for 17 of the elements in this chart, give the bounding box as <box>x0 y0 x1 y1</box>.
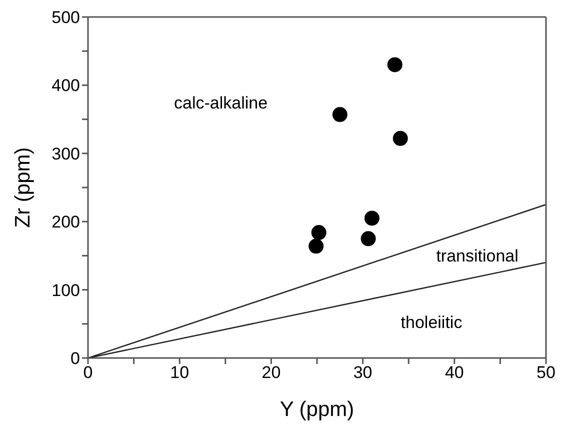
x-tick-label: 50 <box>536 363 556 382</box>
y-tick-label: 500 <box>52 8 80 28</box>
x-tick-label: 40 <box>444 363 464 382</box>
x-tick-label: 20 <box>262 363 281 382</box>
y-tick-label: 100 <box>52 280 80 300</box>
x-axis-title: Y (ppm) <box>280 398 354 421</box>
y-tick-label: 400 <box>52 76 80 96</box>
annotation: tholeiitic <box>400 312 463 332</box>
y-tick-label: 300 <box>52 144 80 164</box>
x-tick-label: 0 <box>83 363 93 382</box>
y-axis-title: Zr (ppm) <box>11 147 34 228</box>
y-tick-label: 200 <box>52 212 80 232</box>
annotation: transitional <box>436 246 518 266</box>
annotation: calc-alkaline <box>174 93 268 112</box>
x-tick-label: 30 <box>353 363 372 382</box>
x-tick-label: 10 <box>170 363 190 382</box>
y-tick-label: 0 <box>70 349 80 368</box>
